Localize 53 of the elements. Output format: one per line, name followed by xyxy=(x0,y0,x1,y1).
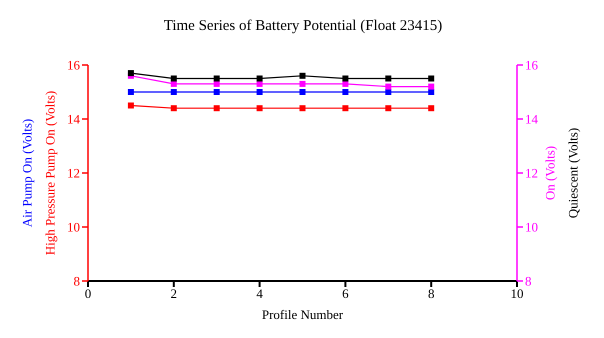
point xyxy=(128,89,134,95)
point xyxy=(342,89,348,95)
y2-tick-label: 8 xyxy=(525,274,532,289)
point xyxy=(342,80,348,87)
point xyxy=(300,80,306,87)
x-tick-label: 6 xyxy=(342,286,350,302)
y-tick-label: 8 xyxy=(74,274,80,289)
text: Air Pump On (Volts) xyxy=(20,118,34,228)
point xyxy=(385,105,392,112)
x-tick-label: 10 xyxy=(510,286,524,302)
point xyxy=(256,89,263,95)
text: High Pressure Pump On (Volts) xyxy=(42,90,58,256)
point xyxy=(170,105,177,112)
point xyxy=(256,105,263,112)
point xyxy=(342,105,348,112)
y2-tick-label: 12 xyxy=(525,166,538,181)
point xyxy=(428,89,434,95)
y2-tick-label: 10 xyxy=(525,220,538,235)
point xyxy=(256,80,263,87)
x-axis-title: Profile Number xyxy=(262,307,344,322)
point xyxy=(300,72,306,79)
y-tick-label: 10 xyxy=(67,220,80,235)
point xyxy=(214,89,220,95)
point xyxy=(428,105,434,112)
point xyxy=(214,105,220,112)
point xyxy=(385,84,392,90)
point xyxy=(170,76,177,82)
point xyxy=(128,70,134,76)
point xyxy=(385,89,392,95)
y2-tick-label: 16 xyxy=(525,58,538,73)
point xyxy=(342,76,348,82)
chart-title: Time Series of Battery Potential (Float 23415) xyxy=(164,18,442,34)
point xyxy=(170,89,177,95)
point xyxy=(170,80,177,87)
x-tick-label: 8 xyxy=(428,286,434,302)
point xyxy=(428,76,434,82)
text: Quiescent (Volts) xyxy=(566,128,580,218)
x-tick-label: 0 xyxy=(84,286,92,302)
point xyxy=(300,89,306,95)
x-tick-label: 4 xyxy=(256,286,264,302)
legend-label: On (Volts) xyxy=(542,146,558,200)
y-tick-label: 12 xyxy=(67,166,80,181)
point xyxy=(128,102,134,108)
point xyxy=(214,76,220,82)
point xyxy=(385,76,392,82)
point xyxy=(214,80,220,87)
point xyxy=(256,76,263,82)
y2-tick-label: 14 xyxy=(525,112,538,127)
y-tick-label: 16 xyxy=(67,58,80,73)
x-tick-label: 2 xyxy=(170,286,178,302)
y-tick-label: 14 xyxy=(67,112,80,127)
point xyxy=(428,84,434,90)
point xyxy=(300,105,306,112)
